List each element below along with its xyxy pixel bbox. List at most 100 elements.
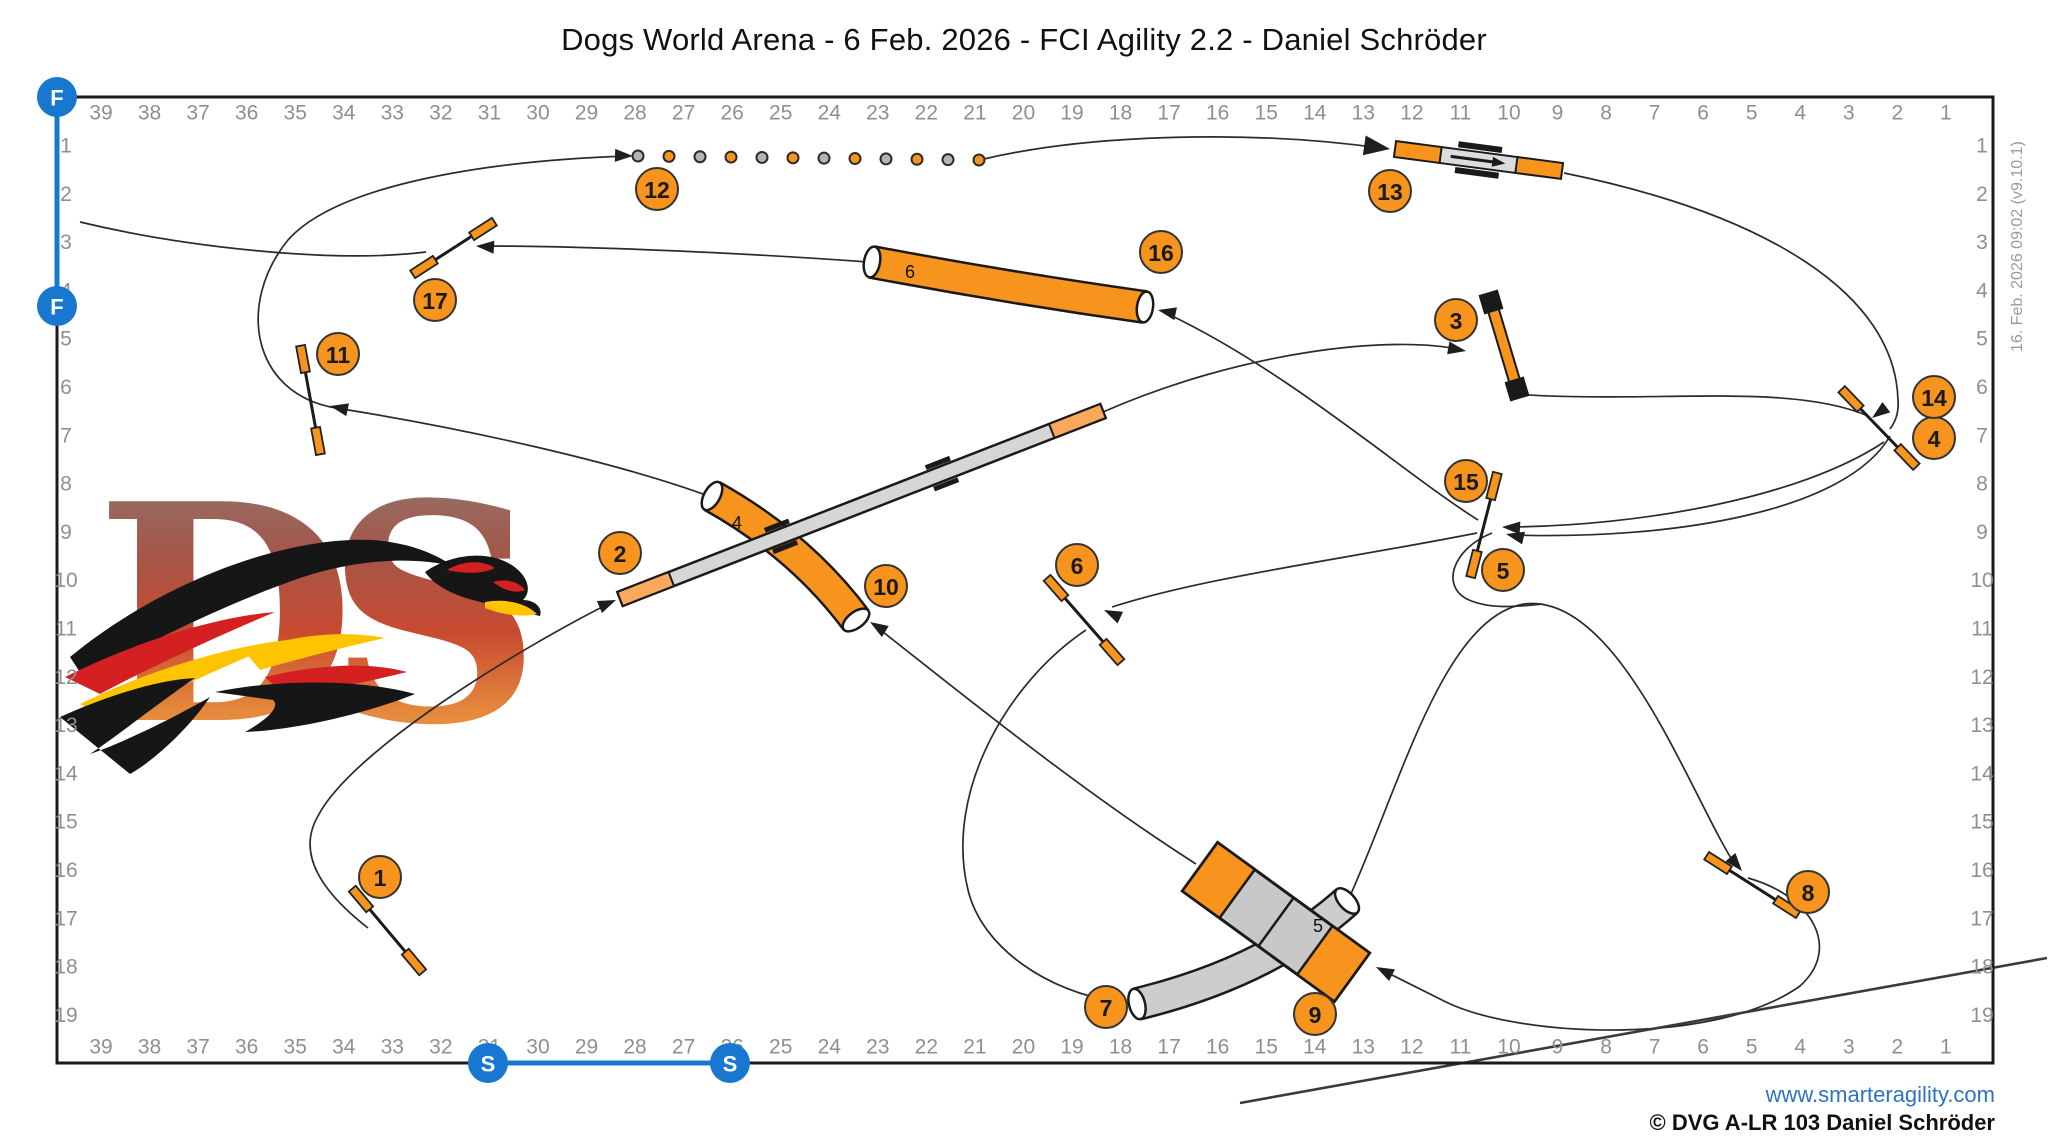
grid-row-label-right: 3 [1976, 231, 1988, 254]
grid-col-label-top: 6 [1697, 102, 1709, 125]
grid-col-label-top: 30 [526, 102, 549, 125]
tunnel-length-label: 4 [732, 513, 742, 533]
obstacle-marker-9 [1293, 992, 1337, 1036]
finish-marker [37, 286, 77, 326]
grid-col-label-top: 22 [915, 102, 938, 125]
grid-col-label-bottom: 21 [963, 1036, 986, 1059]
grid-row-label-right: 17 [1970, 907, 1993, 930]
grid-row-label-right: 10 [1970, 569, 1993, 592]
straight-path-line [1239, 956, 2048, 1105]
finish-marker [37, 77, 77, 117]
weave-pole [941, 153, 955, 167]
seesaw-fulcrum [1454, 167, 1500, 179]
path-arrow [1376, 967, 1395, 981]
jump-wing [295, 343, 311, 375]
grid-col-label-bottom: 13 [1352, 1036, 1375, 1059]
obstacle-marker-17 [413, 278, 457, 322]
seesaw-direction-line [1450, 154, 1497, 164]
obstacle-marker-8 [1786, 870, 1830, 914]
path-arrow [1158, 307, 1177, 321]
weave-pole [910, 152, 924, 166]
grid-col-label-top: 8 [1600, 102, 1612, 125]
grid-col-label-top: 37 [186, 102, 209, 125]
obstacle-marker-11 [316, 332, 360, 376]
grid-col-label-bottom: 8 [1600, 1036, 1612, 1059]
dogwalk-joint-tab [772, 540, 799, 555]
grid-col-label-top: 29 [575, 102, 598, 125]
grid-row-label-right: 18 [1970, 956, 1993, 979]
weave-pole [817, 151, 831, 165]
obstacle-marker-number: 8 [1802, 880, 1815, 906]
weave-pole [786, 151, 800, 165]
grid-col-label-bottom: 9 [1552, 1036, 1564, 1059]
path-arrow [596, 600, 616, 614]
jump-wing [1465, 548, 1483, 580]
grid-row-label-right: 14 [1970, 762, 1994, 785]
grid-row-label-left: 6 [60, 376, 72, 399]
tunnel-length-label: 5 [1313, 916, 1323, 936]
field-grid: 3939383837373636353534343333323231313030… [37, 77, 1995, 1083]
grid-col-label-bottom: 10 [1497, 1036, 1520, 1059]
grid-row-label-right: 13 [1970, 714, 1993, 737]
grid-col-label-top: 7 [1649, 102, 1661, 125]
tunnel-opening [862, 245, 882, 279]
tunnel-10 [704, 483, 868, 629]
grid-col-label-top: 1 [1940, 102, 1952, 125]
grid-col-label-bottom: 12 [1400, 1036, 1423, 1059]
obstacle-marker-16 [1139, 230, 1183, 274]
grid-row-label-right: 15 [1970, 811, 1993, 834]
grid-col-label-bottom: 1 [1940, 1036, 1952, 1059]
grid-col-label-bottom: 23 [866, 1036, 889, 1059]
obstacle-marker-5 [1481, 548, 1525, 592]
course-path [1381, 877, 1821, 1031]
grid-row-label-left: 16 [54, 859, 77, 882]
grid-col-label-bottom: 30 [526, 1036, 549, 1059]
direction-arrows [330, 135, 1891, 1009]
seesaw-contact-zone [1392, 139, 1443, 165]
obstacle-marker-13 [1368, 169, 1412, 213]
jump-wing [1042, 573, 1070, 603]
grid-col-label-bottom: 7 [1649, 1036, 1661, 1059]
dogwalk-contact-zone [1047, 402, 1108, 440]
grid-col-label-top: 38 [138, 102, 161, 125]
course-path [1111, 532, 1478, 608]
obstacle-marker-number: 6 [1071, 553, 1084, 579]
grid-col-label-top: 3 [1843, 102, 1855, 125]
a-frame-apex [1257, 896, 1295, 948]
tunnel-16 [869, 247, 1148, 322]
grid-col-label-bottom: 27 [672, 1036, 695, 1059]
grid-col-label-bottom: 39 [89, 1036, 112, 1059]
handler-path-lines [79, 136, 2048, 1105]
course-path [309, 601, 613, 929]
course-path [1563, 172, 1900, 430]
grid-col-label-top: 13 [1352, 102, 1375, 125]
grid-col-label-top: 36 [235, 102, 258, 125]
grid-row-label-right: 9 [1976, 521, 1988, 544]
grid-row-label-left: 17 [54, 907, 77, 930]
grid-row-label-left: 12 [54, 666, 77, 689]
grid-row-label-right: 16 [1970, 859, 1993, 882]
grid-col-label-bottom: 17 [1157, 1036, 1180, 1059]
dogwalk-joint-tab [933, 477, 960, 492]
grid-col-label-bottom: 33 [381, 1036, 404, 1059]
website-link[interactable]: www.smarteragility.com [1765, 1082, 1995, 1107]
grid-col-label-bottom: 35 [284, 1036, 307, 1059]
seesaw-fulcrum [1457, 141, 1503, 153]
start-marker-label: S [723, 1052, 738, 1077]
grid-col-label-top: 18 [1109, 102, 1132, 125]
start-marker [468, 1043, 508, 1083]
finish-marker-label: F [50, 86, 63, 111]
grid-col-label-top: 4 [1794, 102, 1806, 125]
grid-row-label-left: 7 [60, 424, 72, 447]
grid-row-label-left: 2 [60, 183, 72, 206]
path-arrow [1506, 531, 1526, 545]
weave-pole [631, 149, 645, 163]
a-frame-contact [1295, 924, 1372, 1004]
weave-pole [755, 150, 769, 164]
grid-col-label-top: 16 [1206, 102, 1229, 125]
course-path [1167, 313, 1479, 521]
grid-col-label-bottom: 32 [429, 1036, 452, 1059]
grid-col-label-bottom: 28 [623, 1036, 646, 1059]
obstacle-marker-number: 1 [374, 865, 387, 891]
